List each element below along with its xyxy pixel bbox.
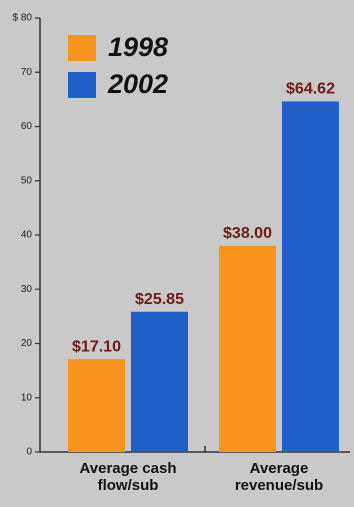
value-label: $64.62 [286, 81, 335, 98]
value-label: $38.00 [223, 225, 272, 242]
y-tick-label: 20 [21, 338, 33, 349]
bar [131, 311, 188, 452]
x-tick-label: Average cash flow/sub [79, 460, 177, 494]
legend-label: 2002 [107, 69, 168, 99]
y-tick-label: 10 [21, 392, 33, 403]
legend-swatch [68, 72, 96, 98]
x-tick-label: Average revenue/sub [234, 460, 324, 494]
legend-swatch [68, 35, 96, 61]
y-tick-label: 70 [21, 67, 33, 78]
y-tick-label: 30 [21, 284, 33, 295]
y-tick-label: $ 80 [13, 13, 33, 24]
value-label: $17.10 [72, 338, 121, 355]
value-label: $25.85 [135, 291, 184, 308]
y-tick-label: 0 [26, 447, 32, 458]
bar [68, 359, 125, 452]
y-tick-label: 50 [21, 175, 33, 186]
y-tick-label: 40 [21, 230, 33, 241]
bar [219, 245, 276, 452]
bar [282, 101, 339, 453]
legend-label: 1998 [108, 32, 168, 62]
y-tick-label: 60 [21, 121, 33, 132]
